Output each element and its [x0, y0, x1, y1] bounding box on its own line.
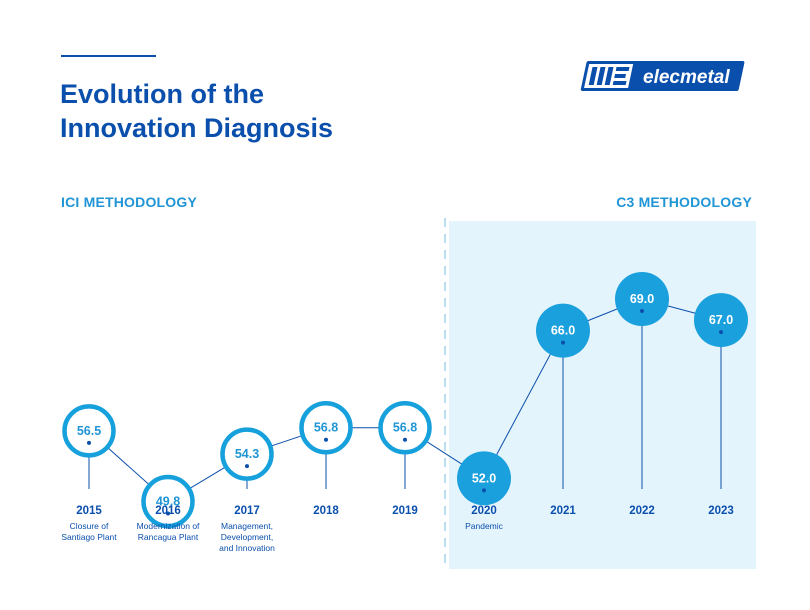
- value-label-2020: 52.0: [472, 471, 496, 485]
- title-line-2: Innovation Diagnosis: [60, 113, 334, 143]
- data-point-2023: [694, 293, 748, 348]
- x-tick-label-2022: 2022: [629, 505, 655, 517]
- value-label-2023: 67.0: [709, 313, 733, 327]
- x-tick-label-2016: 2016: [155, 505, 181, 517]
- data-point-2022: [615, 272, 669, 326]
- data-point-2018: [299, 400, 353, 455]
- point-center-dot-2017: [245, 464, 249, 469]
- point-center-dot-2020: [482, 488, 486, 493]
- value-label-2022: 69.0: [630, 292, 654, 306]
- data-point-2021: [536, 303, 590, 358]
- x-tick-label-2018: 2018: [313, 505, 339, 517]
- point-center-dot-2019: [403, 437, 407, 442]
- value-label-2015: 56.5: [77, 424, 101, 438]
- x-tick-label-2020: 2020: [471, 505, 497, 517]
- annotation-2016-line-1: Modernization of: [137, 521, 200, 531]
- x-tick-label-2015: 2015: [76, 505, 102, 517]
- point-center-dot-2023: [719, 330, 723, 335]
- c3-methodology-panel: [449, 221, 756, 569]
- annotation-2017-line-3: and Innovation: [219, 543, 275, 553]
- value-label-2018: 56.8: [314, 421, 338, 435]
- x-tick-label-2019: 2019: [392, 505, 418, 517]
- data-point-2019: [378, 400, 432, 455]
- title-accent-rule: [61, 55, 156, 57]
- annotation-2020-line-1: Pandemic: [465, 521, 504, 531]
- data-point-2016: [141, 474, 195, 529]
- annotation-2016-line-2: Rancagua Plant: [138, 532, 199, 542]
- point-center-dot-2016: [166, 511, 170, 516]
- page-title: Evolution of the Innovation Diagnosis: [60, 77, 333, 145]
- value-label-2019: 56.8: [393, 421, 417, 435]
- point-center-dot-2015: [87, 440, 91, 445]
- logo-wordmark: elecmetal: [643, 67, 730, 88]
- value-label-2017: 54.3: [235, 447, 259, 461]
- elecmetal-logo: elecmetal: [580, 61, 745, 91]
- series-segment-2020-2021: [483, 330, 564, 479]
- data-point-2020: [457, 451, 511, 506]
- point-center-dot-2021: [561, 340, 565, 345]
- ici-methodology-label: ICI METHODOLOGY: [61, 194, 197, 210]
- value-label-2021: 66.0: [551, 324, 575, 338]
- x-tick-label-2021: 2021: [550, 505, 576, 517]
- x-tick-label-2023: 2023: [708, 505, 734, 517]
- annotation-2015-line-2: Santiago Plant: [61, 532, 117, 542]
- data-point-2015: [62, 404, 116, 458]
- annotation-2017-line-2: Development,: [221, 532, 273, 542]
- point-center-dot-2018: [324, 437, 328, 442]
- annotation-2017-line-1: Management,: [221, 521, 273, 531]
- annotation-2015-line-1: Closure of: [70, 521, 109, 531]
- data-point-2017: [220, 427, 274, 481]
- value-label-2016: 49.8: [156, 495, 180, 509]
- x-tick-label-2017: 2017: [234, 505, 260, 517]
- point-center-dot-2022: [640, 309, 644, 313]
- title-line-1: Evolution of the: [60, 79, 264, 109]
- c3-methodology-label: C3 METHODOLOGY: [616, 194, 752, 210]
